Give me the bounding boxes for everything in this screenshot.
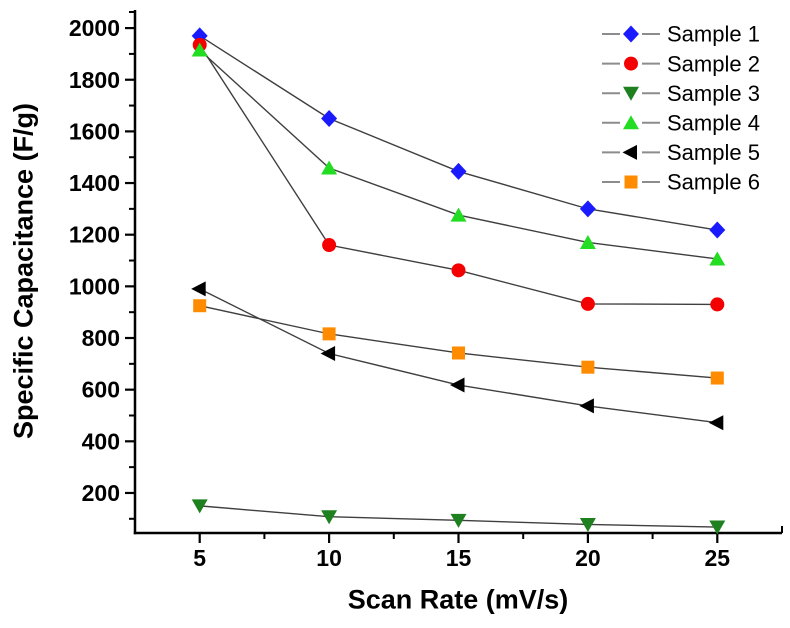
marker-sample-4-x20 — [579, 234, 596, 249]
y-tick-label: 400 — [82, 428, 120, 454]
marker-sample-3-x25 — [709, 520, 726, 535]
marker-sample-3-x15 — [450, 513, 467, 528]
x-tick-label: 10 — [316, 545, 342, 571]
marker-sample-1-x15 — [450, 162, 467, 180]
marker-sample-5-x10 — [320, 346, 336, 362]
marker-sample-6-x20 — [581, 360, 595, 374]
marker-sample-3-x20 — [579, 517, 596, 532]
y-tick-label: 200 — [82, 480, 120, 506]
marker-sample-5-x25 — [708, 415, 724, 431]
marker-sample-3-x5 — [191, 499, 208, 514]
legend-label-sample-4: Sample 4 — [667, 111, 760, 136]
marker-sample-4-x5 — [191, 42, 208, 57]
marker-sample-6-x25 — [710, 371, 724, 385]
y-tick-label: 1000 — [69, 273, 120, 299]
y-tick-label: 1400 — [69, 170, 120, 196]
y-tick-label: 1200 — [69, 222, 120, 248]
marker-sample-6-x5 — [193, 299, 207, 313]
legend-marker-sample-2 — [624, 56, 638, 71]
y-axis-title: Specific Capacitance (F/g) — [8, 102, 39, 440]
marker-sample-2-x20 — [580, 296, 595, 311]
y-tick-label: 1800 — [69, 67, 120, 93]
marker-sample-2-x25 — [710, 297, 725, 312]
legend-marker-sample-4 — [623, 115, 639, 130]
legend-marker-sample-1 — [623, 25, 639, 43]
x-axis-title: Scan Rate (mV/s) — [347, 584, 569, 615]
series-line-sample-4 — [199, 49, 718, 260]
x-tick-label: 15 — [446, 545, 472, 571]
marker-sample-1-x20 — [579, 200, 596, 218]
legend-label-sample-5: Sample 5 — [667, 140, 760, 165]
y-tick-label: 800 — [82, 325, 120, 351]
legend-label-sample-6: Sample 6 — [667, 170, 760, 195]
y-tick-label: 600 — [82, 377, 120, 403]
marker-sample-2-x15 — [451, 263, 466, 278]
legend-marker-sample-5 — [622, 144, 637, 160]
legend-label-sample-1: Sample 1 — [667, 22, 760, 47]
marker-sample-5-x20 — [579, 398, 594, 414]
legend-marker-sample-6 — [624, 175, 638, 189]
marker-sample-4-x10 — [321, 160, 338, 175]
x-tick-label: 5 — [193, 545, 206, 571]
series-line-sample-6 — [199, 305, 718, 379]
marker-sample-1-x25 — [709, 221, 726, 239]
marker-sample-5-x15 — [450, 377, 465, 393]
legend-marker-sample-3 — [623, 86, 639, 101]
legend-label-sample-3: Sample 3 — [667, 81, 760, 106]
marker-sample-3-x10 — [321, 510, 338, 525]
marker-sample-2-x10 — [322, 238, 337, 253]
x-tick-label: 25 — [705, 545, 731, 571]
marker-sample-6-x10 — [322, 327, 336, 341]
marker-sample-4-x25 — [709, 251, 726, 266]
marker-sample-1-x10 — [321, 109, 338, 127]
marker-sample-4-x15 — [450, 207, 467, 222]
x-tick-label: 20 — [575, 545, 601, 571]
marker-sample-5-x5 — [191, 281, 206, 297]
marker-sample-6-x15 — [452, 346, 465, 360]
y-tick-label: 1600 — [69, 118, 120, 144]
legend-label-sample-2: Sample 2 — [667, 51, 760, 76]
series-line-sample-1 — [199, 35, 718, 231]
y-tick-label: 2000 — [69, 15, 120, 41]
